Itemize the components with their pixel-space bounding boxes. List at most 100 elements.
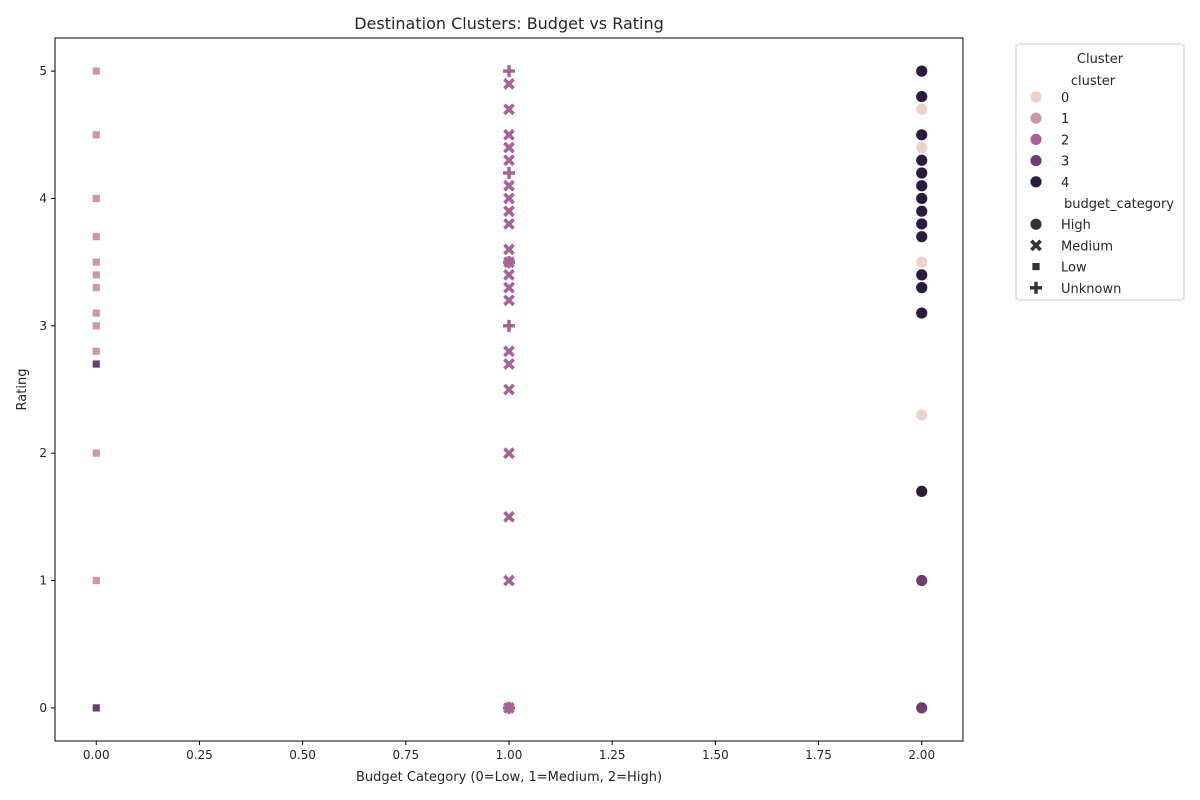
data-point xyxy=(503,294,515,307)
data-point xyxy=(91,448,101,458)
legend-marker xyxy=(1029,217,1043,231)
data-point xyxy=(915,179,929,193)
data-point xyxy=(915,192,929,205)
y-tick-label: 4 xyxy=(39,191,47,205)
legend-label: Medium xyxy=(1061,239,1113,254)
x-tick-label: 2.00 xyxy=(908,748,935,762)
x-tick-label: 0.75 xyxy=(392,748,419,762)
data-point xyxy=(91,346,101,356)
data-point xyxy=(503,166,515,179)
data-point xyxy=(91,232,101,242)
data-point xyxy=(915,230,929,244)
x-tick-label: 0.00 xyxy=(83,748,110,762)
data-point xyxy=(503,179,515,192)
y-tick-label: 2 xyxy=(39,446,47,460)
data-point xyxy=(915,204,929,218)
data-point xyxy=(503,281,515,294)
data-point xyxy=(915,90,929,103)
data-point xyxy=(503,701,515,714)
data-point xyxy=(915,574,929,587)
data-point xyxy=(915,701,929,715)
data-point xyxy=(503,154,515,167)
data-point xyxy=(503,192,515,205)
legend-entries: 0 1 2 3 4 High Medium Low Unknown xyxy=(1029,90,1121,297)
legend-label: Low xyxy=(1061,261,1087,276)
chart-title: Destination Clusters: Budget vs Rating xyxy=(354,14,664,33)
legend-marker xyxy=(1030,239,1042,252)
data-point xyxy=(91,308,101,318)
y-axis-ticks: 0 1 2 3 4 5 xyxy=(39,64,55,715)
data-point xyxy=(503,77,515,90)
legend-title: Cluster xyxy=(1077,52,1124,67)
data-point xyxy=(503,103,515,116)
data-point xyxy=(915,153,929,167)
data-point xyxy=(503,256,515,269)
data-point xyxy=(915,268,929,282)
data-point xyxy=(503,319,515,332)
data-point xyxy=(915,64,929,78)
data-point xyxy=(915,255,929,269)
data-point xyxy=(503,128,515,141)
legend-swatch xyxy=(1029,175,1043,189)
data-point xyxy=(503,65,515,78)
data-point xyxy=(915,102,929,116)
data-point xyxy=(503,218,515,230)
data-point xyxy=(503,510,515,523)
data-point xyxy=(91,194,101,203)
data-point xyxy=(915,484,929,498)
x-axis-ticks: 0.00 0.25 0.50 0.75 1.00 1.25 1.50 1.75 2.00 xyxy=(83,741,935,762)
data-point xyxy=(503,383,515,396)
x-tick-label: 1.25 xyxy=(599,748,626,762)
y-tick-label: 1 xyxy=(39,574,47,588)
legend-label: 4 xyxy=(1061,176,1069,191)
x-tick-label: 1.00 xyxy=(496,748,523,762)
data-point xyxy=(915,408,929,422)
data-point xyxy=(503,243,515,256)
legend-swatch xyxy=(1029,154,1043,168)
data-point xyxy=(503,269,515,281)
legend-label: High xyxy=(1061,218,1091,233)
data-point xyxy=(91,321,101,331)
data-point xyxy=(91,359,101,369)
data-point xyxy=(91,703,101,713)
legend-label: 1 xyxy=(1061,112,1069,127)
legend-label: Unknown xyxy=(1061,282,1121,297)
legend-label: 0 xyxy=(1061,91,1069,106)
y-tick-label: 3 xyxy=(39,319,47,333)
x-axis-title: Budget Category (0=Low, 1=Medium, 2=High… xyxy=(356,770,662,785)
data-points xyxy=(91,64,929,715)
data-point xyxy=(503,574,515,587)
y-tick-label: 0 xyxy=(39,701,47,715)
data-point xyxy=(503,205,515,218)
data-point xyxy=(503,447,515,460)
data-point xyxy=(91,270,101,280)
data-point xyxy=(503,141,515,154)
data-point xyxy=(91,576,101,585)
x-tick-label: 0.25 xyxy=(186,748,213,762)
legend-marker xyxy=(1031,262,1041,272)
legend-label: 3 xyxy=(1061,155,1069,170)
data-point xyxy=(91,130,101,140)
legend-swatch xyxy=(1029,132,1043,146)
y-axis-title: Rating xyxy=(15,369,30,411)
legend-marker xyxy=(1030,281,1042,294)
data-point xyxy=(915,306,929,320)
data-point xyxy=(91,66,101,76)
data-point xyxy=(503,358,515,370)
data-point xyxy=(91,257,101,267)
data-point xyxy=(915,141,929,154)
legend: Cluster cluster budget_category 0 1 2 3 4 Hig… xyxy=(1015,43,1185,301)
legend-hue-title: cluster xyxy=(1071,74,1116,89)
x-tick-label: 1.50 xyxy=(702,748,729,762)
data-point xyxy=(915,166,929,180)
data-point xyxy=(503,345,515,358)
x-tick-label: 1.75 xyxy=(805,748,832,762)
data-point xyxy=(915,281,929,295)
legend-swatch xyxy=(1029,90,1043,104)
legend-style-title: budget_category xyxy=(1064,197,1174,212)
legend-box xyxy=(1015,43,1185,301)
legend-swatch xyxy=(1029,111,1043,125)
x-tick-label: 0.50 xyxy=(289,748,316,762)
data-point xyxy=(91,283,101,293)
